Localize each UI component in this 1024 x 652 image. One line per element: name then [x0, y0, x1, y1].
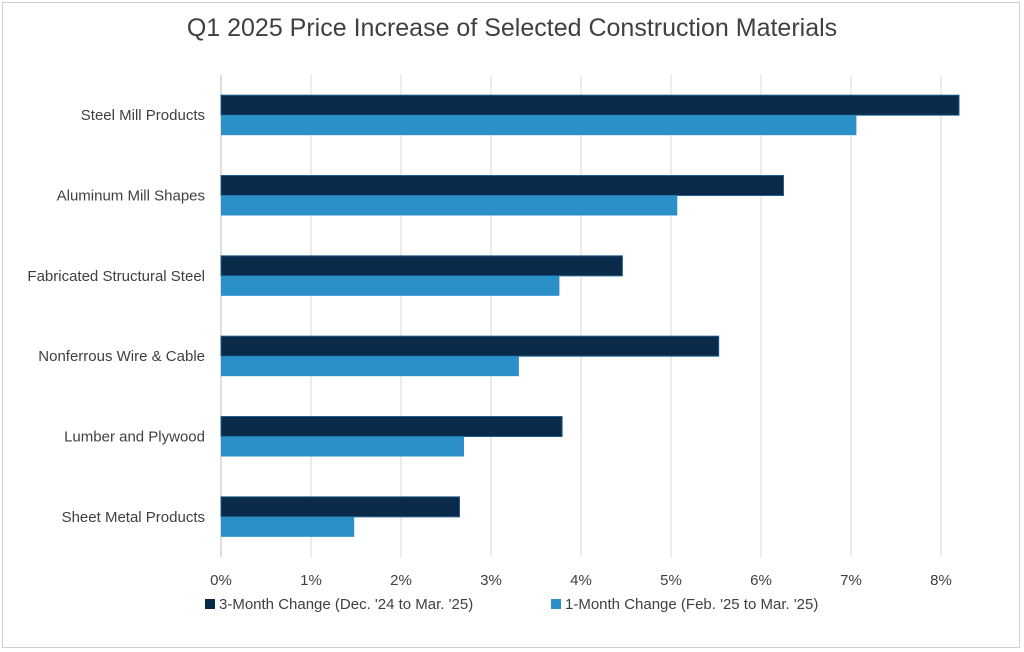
x-tick-label: 7% — [840, 572, 862, 589]
bar-1-month — [221, 356, 519, 377]
bar-3-month — [220, 416, 563, 437]
category-label: Nonferrous Wire & Cable — [38, 348, 205, 365]
bar-1-month — [221, 275, 560, 296]
gridlines — [220, 75, 942, 557]
bar-1-month — [221, 516, 355, 537]
legend: 3-Month Change (Dec. '24 to Mar. '25) 1-… — [205, 596, 818, 613]
bar-3-month — [220, 496, 460, 518]
legend-label-3-month: 3-Month Change (Dec. '24 to Mar. '25) — [219, 596, 473, 613]
bar-1-month — [221, 195, 678, 216]
x-tick-label: 2% — [390, 572, 412, 589]
x-axis-tick-labels: 0% 1% 2% 3% 4% 5% 6% 7% 8% — [210, 572, 952, 589]
chart-title: Q1 2025 Price Increase of Selected Const… — [186, 14, 838, 42]
x-tick-label: 4% — [570, 572, 592, 589]
category-labels: Steel Mill Products Aluminum Mill Shapes F… — [27, 107, 205, 526]
category-label: Aluminum Mill Shapes — [57, 188, 205, 205]
bars — [220, 94, 960, 537]
bar-3-month — [220, 335, 720, 357]
x-tick-label: 1% — [300, 572, 322, 589]
x-tick-label: 6% — [750, 572, 772, 589]
category-label: Lumber and Plywood — [64, 429, 205, 446]
bar-1-month — [221, 115, 857, 136]
bar-3-month — [220, 94, 960, 116]
legend-label-1-month: 1-Month Change (Feb. '25 to Mar. '25) — [565, 596, 818, 613]
x-tick-label: 3% — [480, 572, 502, 589]
bar-3-month — [220, 175, 784, 196]
category-label: Steel Mill Products — [81, 107, 205, 124]
legend-swatch-3-month — [205, 599, 215, 609]
legend-swatch-1-month — [551, 599, 561, 609]
category-label: Sheet Metal Products — [62, 509, 205, 526]
x-tick-label: 5% — [660, 572, 682, 589]
x-tick-label: 8% — [930, 572, 952, 589]
bar-3-month — [220, 255, 623, 277]
x-tick-label: 0% — [210, 572, 232, 589]
category-label: Fabricated Structural Steel — [27, 268, 205, 285]
bar-1-month — [221, 436, 464, 457]
